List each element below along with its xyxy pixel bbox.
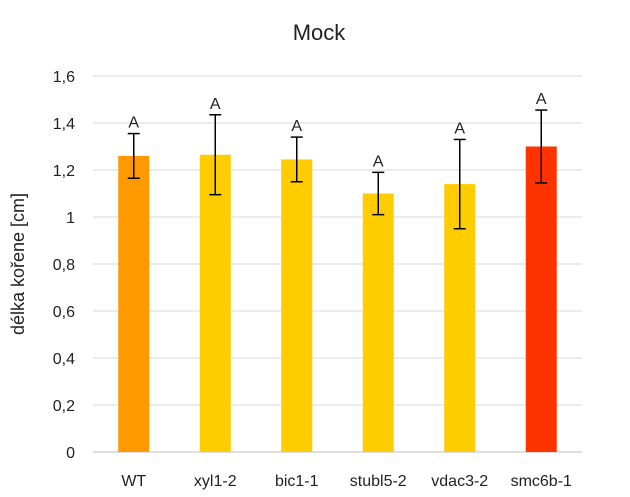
bar-bic1-1 <box>281 159 313 453</box>
significance-label: A <box>454 120 465 137</box>
error-bars <box>127 109 548 230</box>
chart-title: Mock <box>293 20 347 45</box>
bar-stubl5-2 <box>362 193 394 452</box>
significance-label: A <box>536 91 547 108</box>
y-tick-label: 0,8 <box>53 257 75 274</box>
x-axis-ticks: WT xyl1-2 bic1-1 stubl5-2 vdac3-2 smc6b-1 <box>121 473 572 490</box>
x-tick-label: WT <box>121 473 146 490</box>
bar-smc6b-1 <box>525 146 557 452</box>
x-tick-label: xyl1-2 <box>194 473 237 490</box>
y-tick-label: 0,2 <box>53 398 75 415</box>
y-axis-label: délka kořene [cm] <box>8 193 28 335</box>
significance-label: A <box>373 153 384 170</box>
bar-xyl1-2 <box>199 154 231 452</box>
significance-label: A <box>128 115 139 132</box>
significance-label: A <box>291 118 302 135</box>
significance-labels: A A A A A A <box>128 91 547 170</box>
x-tick-label: stubl5-2 <box>350 473 407 490</box>
bars <box>118 146 557 453</box>
x-tick-label: smc6b-1 <box>511 473 572 490</box>
y-tick-label: 1,4 <box>53 116 75 133</box>
y-tick-label: 0 <box>66 445 75 462</box>
x-tick-label: vdac3-2 <box>431 473 488 490</box>
bar-WT <box>118 155 150 452</box>
y-axis-ticks: 0 0,2 0,4 0,6 0,8 1 1,2 1,4 1,6 <box>53 69 75 462</box>
y-tick-label: 0,4 <box>53 351 75 368</box>
y-tick-label: 1,6 <box>53 69 75 86</box>
gridlines <box>93 75 582 453</box>
y-tick-label: 1,2 <box>53 163 75 180</box>
significance-label: A <box>210 96 221 113</box>
x-tick-label: bic1-1 <box>275 473 319 490</box>
y-tick-label: 1 <box>66 210 75 227</box>
y-tick-label: 0,6 <box>53 304 75 321</box>
